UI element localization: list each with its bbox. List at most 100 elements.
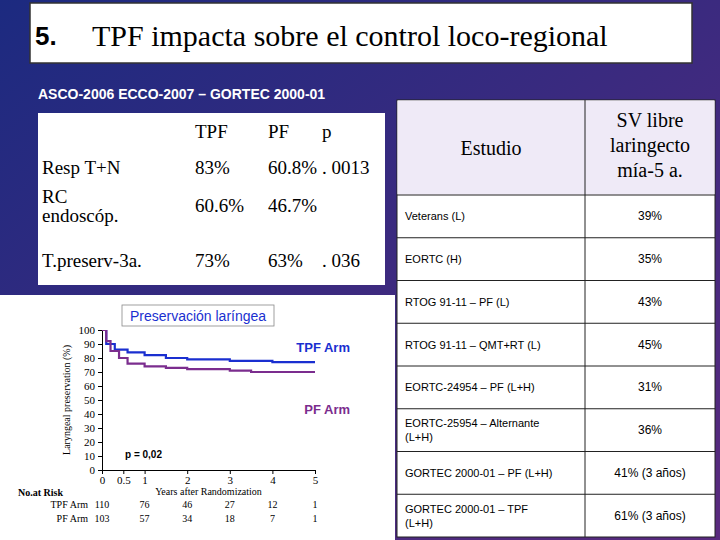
tick: 30 <box>84 422 102 434</box>
table-divider <box>397 323 715 324</box>
chart-panel <box>0 295 395 540</box>
tick-mark <box>98 442 102 443</box>
tick: 80 <box>84 352 102 364</box>
slide: 5.TPF impacta sobre el control loco-regi… <box>0 0 720 540</box>
y-axis-title: Laryngeal preservation (%) <box>61 345 73 455</box>
table-cell: . 036 <box>322 250 360 271</box>
at-risk-value: 27 <box>225 499 235 510</box>
axis-line <box>103 471 316 475</box>
left-table: TPFPFpResp T+N83%60.8%. 0013RCendoscóp.6… <box>38 113 385 285</box>
right-table: EstudioSV librelaringectomía-5 a.Veteran… <box>397 100 715 537</box>
chart-title-box <box>122 305 274 326</box>
series-label: PF Arm <box>304 402 350 417</box>
table-cell: 31% <box>638 380 662 394</box>
row-label: Resp T+N <box>42 157 121 178</box>
row-label: endoscóp. <box>42 205 119 226</box>
table-divider <box>585 100 586 537</box>
tick-label: 90 <box>84 338 96 350</box>
slide-canvas: 5.TPF impacta sobre el control loco-regi… <box>0 0 720 540</box>
at-risk-value: 1 <box>313 499 318 510</box>
table-cell: 43% <box>638 295 662 309</box>
table-divider <box>397 195 715 196</box>
right-table-header-bg <box>398 101 715 195</box>
at-risk-title: No.at Risk <box>18 487 63 498</box>
tick-mark <box>98 456 102 457</box>
table-header: PF <box>268 121 289 142</box>
tick-label: 70 <box>84 366 96 378</box>
tick-label: 60 <box>84 380 96 392</box>
tick-label: 20 <box>84 436 96 448</box>
axis-line <box>98 331 103 471</box>
tick: 0.5 <box>117 470 131 486</box>
x-axis-title: Years after Randomization <box>155 486 262 497</box>
row-label: EORTC (H) <box>405 253 462 265</box>
annotation: p = 0,02 <box>125 449 162 460</box>
at-risk-value: 1 <box>313 513 318 524</box>
tick-label: 40 <box>84 408 96 420</box>
tick-label: 80 <box>84 352 96 364</box>
tick-mark <box>98 400 102 401</box>
tick: 70 <box>84 366 102 378</box>
at-risk-value: 18 <box>225 513 235 524</box>
table-cell: 63% <box>268 250 303 271</box>
tick-label: 4 <box>270 474 276 486</box>
tick-label: 30 <box>84 422 96 434</box>
tick-mark <box>98 358 102 359</box>
table-cell: 61% (3 años) <box>614 509 685 523</box>
plot-marks <box>102 330 315 372</box>
tick: 90 <box>84 338 102 350</box>
survival-line <box>102 330 315 362</box>
tick: 10 <box>84 450 102 462</box>
table-cell: 41% (3 años) <box>614 466 685 480</box>
tick-mark <box>98 414 102 415</box>
tick-label: 50 <box>84 394 96 406</box>
at-risk-value: 12 <box>267 499 277 510</box>
table-cell: 60.8% <box>268 157 317 178</box>
tick: 50 <box>84 394 102 406</box>
tick: 40 <box>84 408 102 420</box>
table-cell: . 0013 <box>322 157 370 178</box>
tick-label: 3 <box>228 474 234 486</box>
tick: 1 <box>142 470 148 486</box>
tick-label: 100 <box>79 324 96 336</box>
table-divider <box>397 451 715 452</box>
at-risk-value: 57 <box>140 513 150 524</box>
at-risk-value: 46 <box>182 499 192 510</box>
table-divider <box>397 408 715 409</box>
chart-title: Preservación laríngea <box>130 308 266 324</box>
background <box>0 0 720 540</box>
table-divider <box>397 237 715 238</box>
table-header: mía-5 a. <box>617 159 683 181</box>
slide-subtitle: ASCO-2006 ECCO-2007 – GORTEC 2000-01 <box>38 86 325 102</box>
row-label: Veterans (L) <box>405 210 465 222</box>
row-label: RTOG 91-11 – QMT+RT (L) <box>405 339 541 351</box>
tick: 2 <box>185 470 191 486</box>
tick-label: 1 <box>142 474 148 486</box>
row-label: GORTEC 2000-01 – PF (L+H) <box>405 467 552 479</box>
table-divider <box>397 280 715 281</box>
x-axis: 0 0.5 1 2 3 4 5 <box>100 470 319 486</box>
table-cell: 36% <box>638 423 662 437</box>
tick-mark <box>98 330 102 331</box>
at-risk-value: 103 <box>95 513 110 524</box>
tick-label: 0 <box>100 474 106 486</box>
y-axis: 0102030405060708090100 <box>79 324 103 476</box>
tick: 60 <box>84 380 102 392</box>
tick-mark <box>98 470 102 471</box>
tick-mark <box>98 372 102 373</box>
tick-label: 5 <box>313 474 319 486</box>
row-label: RTOG 91-11 – PF (L) <box>405 296 510 308</box>
km-chart: Preservación laríngea 0 10 20 30 40 50 60 70 80 90… <box>0 295 395 540</box>
series-label: TPF Arm <box>296 340 350 355</box>
table-header: p <box>322 121 332 142</box>
tick: 4 <box>270 470 276 486</box>
row-label: EORTC-25954 – Alternante <box>405 417 539 429</box>
tick-mark <box>98 386 102 387</box>
at-risk-label: PF Arm <box>57 513 89 524</box>
tick: 0 <box>100 470 106 486</box>
at-risk-value: 110 <box>95 499 110 510</box>
table-cell: 45% <box>638 338 662 352</box>
table-header: SV libre <box>617 109 684 131</box>
table-divider <box>397 366 715 367</box>
row-label: T.preserv-3a. <box>42 250 142 271</box>
